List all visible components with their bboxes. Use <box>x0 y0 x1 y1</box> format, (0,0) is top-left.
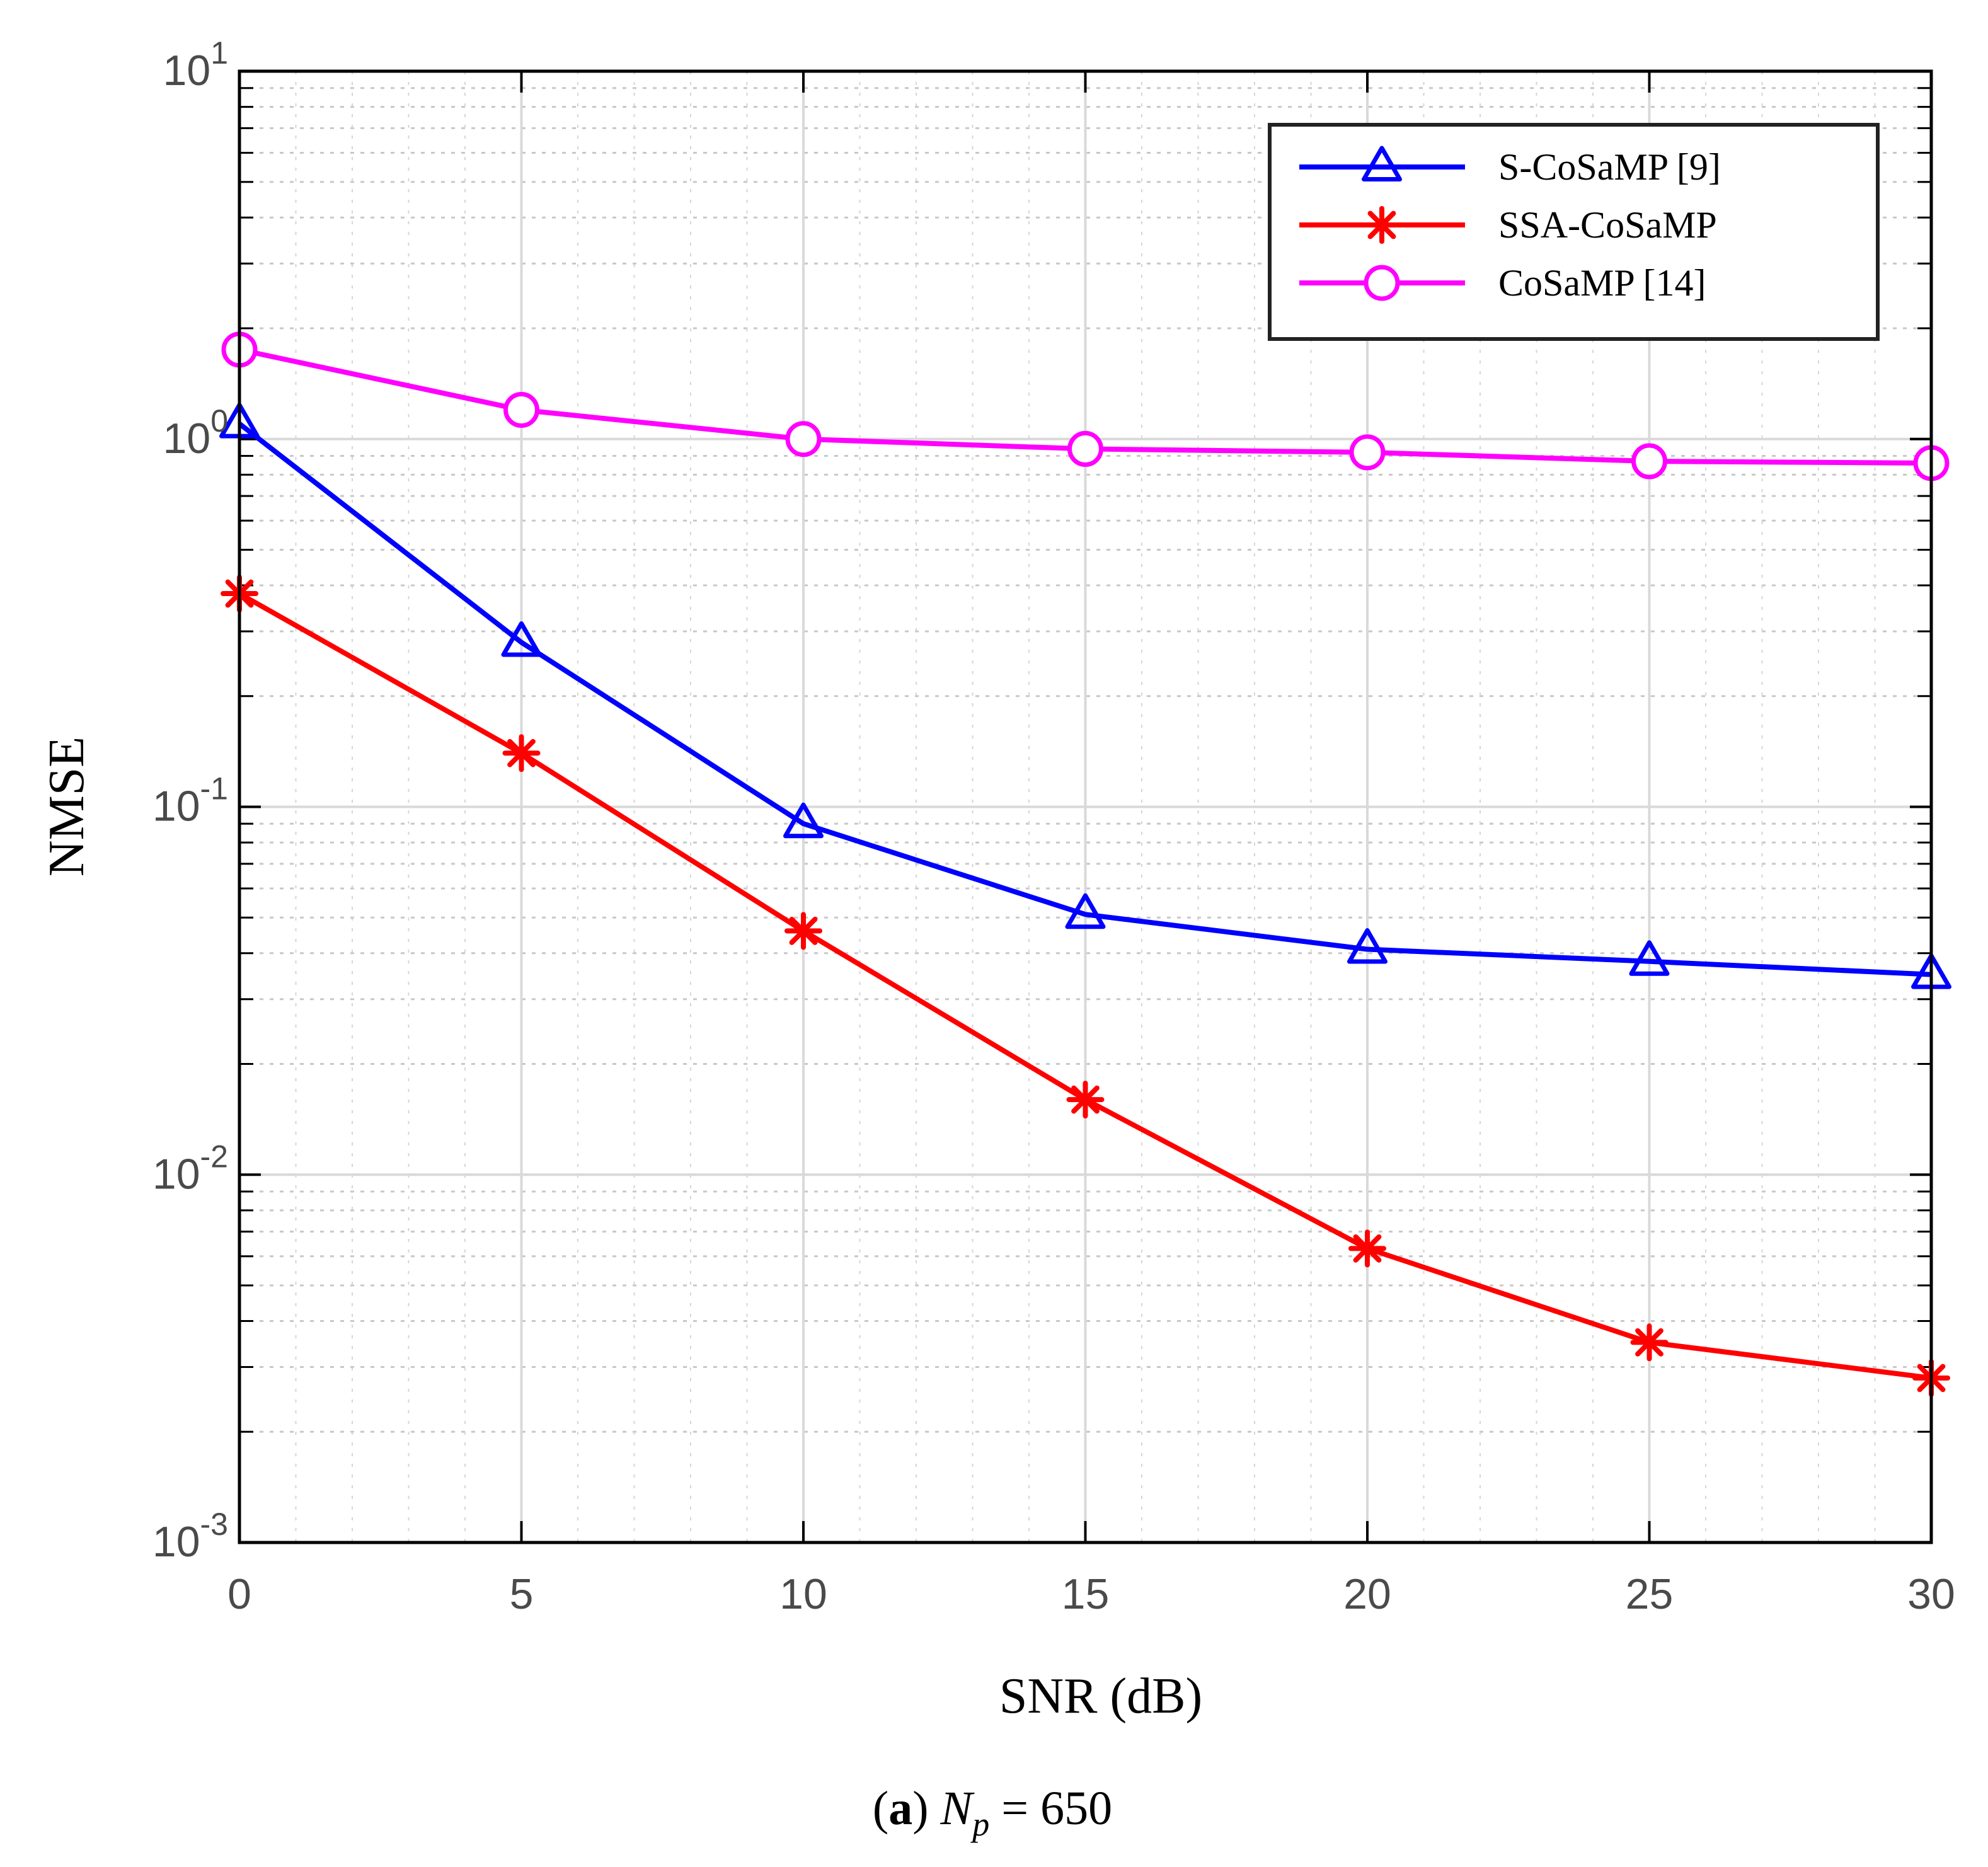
asterisk-stroke <box>507 738 536 767</box>
plot-frame <box>238 69 1933 1544</box>
series-ssa-cosamp-point <box>502 734 541 773</box>
caption-value: 650 <box>1040 1782 1112 1835</box>
y-tick-labels: 10-3 10-2 10-1 100 101 <box>152 35 228 1566</box>
series-ssa-cosamp-point <box>784 912 822 950</box>
figure-caption: (a) Np = 650 <box>873 1782 1112 1843</box>
series-ssa-cosamp-point <box>1348 1229 1386 1268</box>
y-tick-label: 10-3 <box>152 1507 228 1566</box>
legend-box <box>1268 123 1880 341</box>
legend-marker-1 <box>1363 206 1401 244</box>
series-s-cosamp-9-point <box>783 802 824 839</box>
series-cosamp-14-point <box>785 421 822 457</box>
x-tick-labels: 0 5 10 15 20 25 30 <box>227 1570 1955 1618</box>
asterisk-stroke <box>1353 1234 1382 1263</box>
series-cosamp-14-point <box>1349 434 1386 471</box>
y-tick-label: 10-1 <box>152 771 228 830</box>
legend-label-0: S-CoSaMP [9] <box>1498 146 1721 188</box>
x-tick-label: 5 <box>510 1570 534 1618</box>
series-ssa-cosamp-point <box>1630 1323 1669 1362</box>
y-tick-label: 101 <box>163 35 228 95</box>
caption-label: a <box>888 1782 912 1835</box>
asterisk-stroke <box>1071 1085 1100 1114</box>
x-tick-label: 0 <box>227 1570 251 1618</box>
series-cosamp-14-point <box>503 392 539 428</box>
grid-minor <box>239 71 1931 1542</box>
legend-marker-2 <box>1364 265 1400 301</box>
asterisk-stroke <box>789 916 818 945</box>
x-tick-label: 30 <box>1907 1570 1955 1618</box>
legend-label-1: SSA-CoSaMP <box>1498 204 1717 246</box>
x-axis-label: SNR (dB) <box>999 1669 1202 1724</box>
x-tick-label: 15 <box>1062 1570 1110 1618</box>
series-cosamp-14-point <box>1067 430 1103 467</box>
legend: S-CoSaMP [9] SSA-CoSaMP CoSaMP [14] <box>1268 123 1880 341</box>
y-tick-label: 10-2 <box>152 1139 228 1198</box>
series-s-cosamp-9-point <box>1629 940 1670 976</box>
x-tick-label: 20 <box>1343 1570 1391 1618</box>
series-s-cosamp-9-point <box>1347 928 1388 964</box>
series-s-cosamp-9-point <box>501 621 542 657</box>
legend-marker-0 <box>1362 146 1402 181</box>
x-tick-label: 25 <box>1626 1570 1674 1618</box>
series-s-cosamp-9-line <box>238 422 1932 977</box>
y-axis-label: NMSE <box>39 737 95 876</box>
asterisk-stroke <box>1635 1328 1663 1357</box>
series-cosamp-14-point <box>1631 443 1667 480</box>
series-ssa-cosamp-point <box>1066 1081 1105 1119</box>
caption-subscript: p <box>970 1805 989 1843</box>
legend-label-2: CoSaMP [14] <box>1498 262 1706 304</box>
caption-variable: N <box>940 1782 975 1835</box>
y-tick-label: 100 <box>163 403 228 462</box>
asterisk-stroke <box>1367 210 1396 239</box>
caption-equals: = <box>1001 1782 1028 1835</box>
series-s-cosamp-9-point <box>1065 893 1106 929</box>
x-tick-label: 10 <box>779 1570 827 1618</box>
series-layer <box>219 331 1951 1397</box>
